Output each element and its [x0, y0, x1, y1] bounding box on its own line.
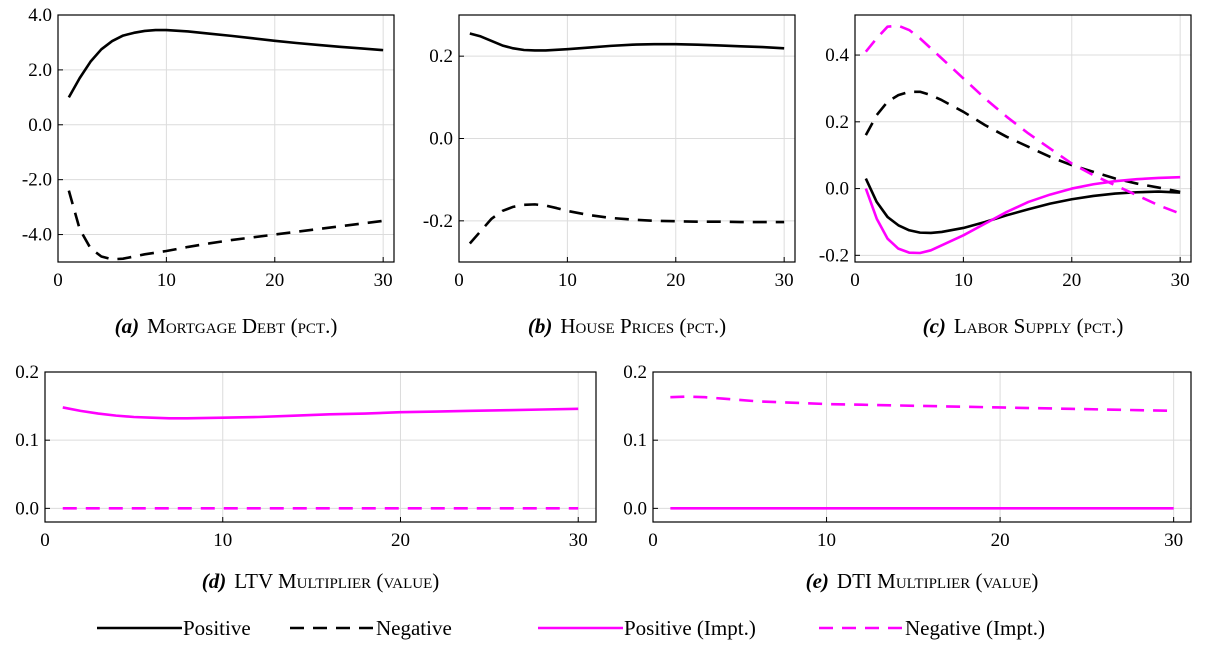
- legend-label: Negative (Impt.): [905, 616, 1045, 640]
- plot-frame: [44, 371, 597, 523]
- series-line-negative: [468, 203, 785, 245]
- legend-label: Positive (Impt.): [624, 616, 756, 640]
- series-line-positive-impt: [864, 175, 1181, 255]
- y-tick-label: 0.0: [623, 498, 647, 519]
- plot-frame: [854, 14, 1192, 263]
- y-tick-label: 0.0: [429, 129, 453, 150]
- series-line-positive-impt: [62, 406, 579, 420]
- series-line-positive: [67, 28, 384, 98]
- x-tick-label: 30: [1164, 530, 1183, 551]
- legend: Positive Negative Positive (Impt.) Negative…: [97, 616, 1045, 640]
- panel-e: 0 10 20 30 0.0 0.1 0.2 (e) DTI Multiplier (value…: [623, 362, 1192, 593]
- y-tick-label: -2.0: [22, 170, 52, 191]
- x-tick-label: 20: [1062, 270, 1081, 291]
- x-tick-label: 10: [558, 270, 577, 291]
- caption-b: (b) House Prices (pct.): [528, 314, 726, 338]
- x-tick-label: 0: [648, 530, 658, 551]
- x-tick-label: 0: [454, 270, 464, 291]
- series-line-negative-impt: [864, 24, 1181, 215]
- caption-title: LTV Multiplier (value): [234, 569, 439, 593]
- series-line-negative: [864, 90, 1181, 194]
- y-tick-label: -4.0: [22, 225, 52, 246]
- panel-c: 0 10 20 30 -0.2 0.0 0.2 0.4 (c) Labor Supply (pct…: [819, 14, 1192, 338]
- y-tick-label: 0.1: [623, 430, 647, 451]
- caption-title: House Prices (pct.): [560, 314, 726, 338]
- panel-a: 0 10 20 30 -4.0 -2.0 0.0 2.0 4.0 (a) Mortgage Debt…: [22, 5, 395, 338]
- x-tick-label: 10: [157, 270, 176, 291]
- x-tick-label: 20: [991, 530, 1010, 551]
- caption-e: (e) DTI Multiplier (value): [806, 569, 1039, 593]
- y-tick-label: 0.0: [15, 498, 39, 519]
- caption-letter: (a): [115, 314, 140, 338]
- x-tick-label: 0: [40, 530, 50, 551]
- series-line-positive: [469, 32, 785, 52]
- x-tick-label: 20: [666, 270, 685, 291]
- y-tick-label: 4.0: [28, 5, 52, 26]
- panel-b: 0 10 20 30 -0.2 0.0 0.2 (b) House Prices (pct.): [423, 14, 796, 338]
- y-tick-label: 0.1: [15, 430, 39, 451]
- x-tick-label: 30: [775, 270, 794, 291]
- y-tick-label: 0.2: [825, 112, 849, 133]
- x-tick-label: 20: [391, 530, 410, 551]
- y-tick-label: 0.2: [15, 362, 39, 383]
- y-tick-label: 0.0: [28, 115, 52, 136]
- caption-letter: (e): [806, 569, 829, 593]
- y-tick-label: 0.2: [429, 46, 453, 67]
- x-tick-label: 30: [1171, 270, 1190, 291]
- x-tick-label: 30: [374, 270, 393, 291]
- y-tick-label: 2.0: [28, 60, 52, 81]
- x-tick-label: 10: [213, 530, 232, 551]
- y-tick-label: -0.2: [819, 245, 849, 266]
- series-line-positive: [864, 178, 1181, 235]
- caption-letter: (c): [923, 314, 946, 338]
- y-tick-label: 0.4: [825, 45, 849, 66]
- x-tick-label: 0: [850, 270, 860, 291]
- x-tick-label: 10: [954, 270, 973, 291]
- caption-title: DTI Multiplier (value): [837, 569, 1038, 593]
- x-tick-label: 20: [265, 270, 284, 291]
- caption-d: (d) LTV Multiplier (value): [202, 569, 440, 593]
- series-line-negative: [67, 190, 384, 261]
- series-line-negative-impt: [670, 395, 1174, 413]
- y-tick-label: -0.2: [423, 211, 453, 232]
- x-tick-label: 0: [53, 270, 63, 291]
- x-tick-label: 10: [817, 530, 836, 551]
- y-tick-label: 0.0: [825, 179, 849, 200]
- plot-frame: [57, 14, 395, 263]
- panel-d: 0 10 20 30 0.0 0.1 0.2 (d) LTV Multiplier (value…: [15, 362, 597, 593]
- plot-frame: [652, 371, 1192, 523]
- caption-letter: (d): [202, 569, 227, 593]
- legend-label: Negative: [376, 616, 452, 640]
- caption-title: Mortgage Debt (pct.): [147, 314, 337, 338]
- legend-label: Positive: [183, 616, 251, 640]
- caption-title: Labor Supply (pct.): [954, 314, 1123, 338]
- caption-c: (c) Labor Supply (pct.): [923, 314, 1124, 338]
- caption-a: (a) Mortgage Debt (pct.): [115, 314, 338, 338]
- caption-letter: (b): [528, 314, 553, 338]
- x-tick-label: 30: [569, 530, 588, 551]
- y-tick-label: 0.2: [623, 362, 647, 383]
